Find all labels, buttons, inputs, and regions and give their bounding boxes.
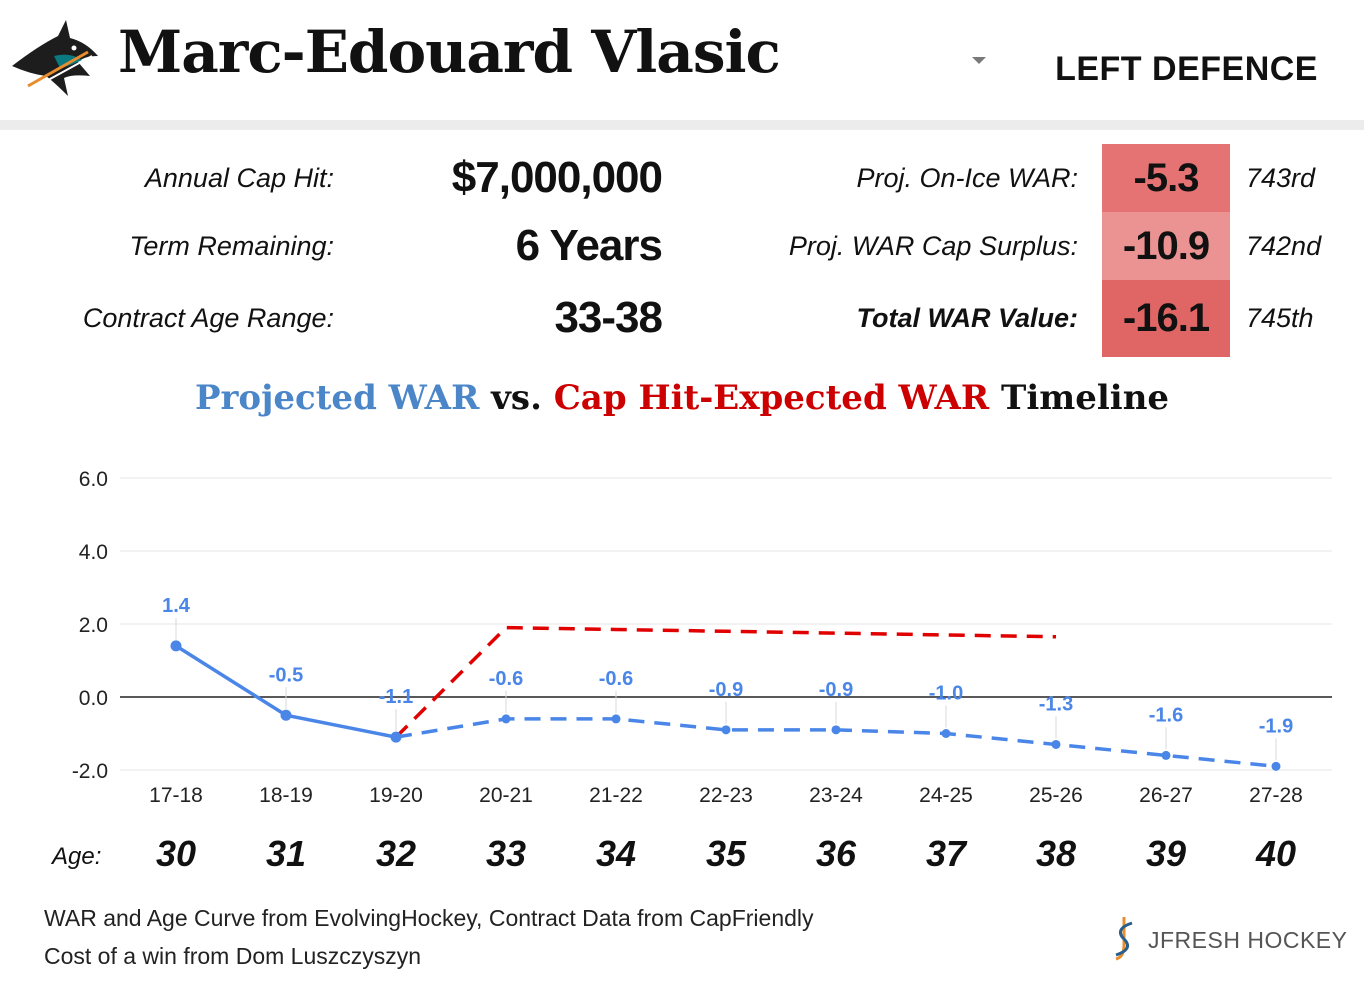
brand-name: JFRESH HOCKEY — [1148, 926, 1348, 953]
age-value: 34 — [595, 833, 637, 874]
on-ice-war-rank: 743rd — [1246, 163, 1316, 193]
war-surplus-label: Proj. WAR Cap Surplus: — [788, 231, 1078, 261]
projected-war-data-label: -0.5 — [269, 664, 303, 686]
age-value: 32 — [375, 833, 417, 874]
caret-down-icon[interactable] — [970, 54, 988, 66]
war-timeline-chart: 6.0 4.0 2.0 0.0 -2.0 17-18 18-19 19-20 20-21 21-2… — [72, 468, 1332, 807]
projected-war-point — [1051, 739, 1061, 749]
total-war-label: Total WAR Value: — [856, 303, 1078, 333]
x-tick-label: 24-25 — [919, 784, 973, 807]
y-tick-label: 2.0 — [79, 614, 108, 637]
x-tick-label: 22-23 — [699, 784, 753, 807]
projected-war-data-label: -1.0 — [929, 683, 963, 705]
header: Marc-Edouard Vlasic LEFT DEFENCE — [0, 0, 1364, 120]
age-value: 39 — [1145, 833, 1187, 874]
projected-war-data-label: -1.3 — [1039, 693, 1073, 715]
cap-hit-value: $7,000,000 — [451, 153, 663, 202]
expected-war-line — [394, 625, 1057, 739]
chart-title: Projected WAR vs. Cap Hit-Expected WAR T… — [0, 378, 1364, 418]
projected-war-point — [1271, 761, 1281, 771]
projected-war-data-label: 1.4 — [162, 595, 191, 617]
player-name: Marc-Edouard Vlasic — [118, 18, 781, 86]
player-position: LEFT DEFENCE — [1055, 50, 1318, 88]
x-tick-label: 20-21 — [479, 784, 533, 807]
projected-war-point — [280, 709, 292, 721]
y-tick-label: 6.0 — [79, 468, 108, 491]
x-tick-label: 23-24 — [809, 784, 863, 807]
projected-war-point — [941, 729, 951, 738]
sharks-logo-icon — [12, 20, 98, 96]
x-tick-label: 25-26 — [1029, 784, 1083, 807]
projected-war-data-label: -1.1 — [379, 686, 413, 708]
credit-line-2: Cost of a win from Dom Luszczyszyn — [44, 943, 422, 969]
chart-title-suffix: Timeline — [989, 378, 1170, 418]
x-tick-label: 19-20 — [369, 784, 423, 807]
age-value: 36 — [815, 833, 857, 874]
projected-war-point — [721, 725, 731, 735]
y-tick-label: 4.0 — [79, 541, 108, 564]
chart-title-expected: Cap Hit-Expected WAR — [553, 378, 990, 418]
total-war-value: -16.1 — [1102, 280, 1230, 357]
credit-line-1: WAR and Age Curve from EvolvingHockey, C… — [44, 905, 814, 931]
projected-war-data-label: -1.6 — [1149, 704, 1183, 726]
x-tick-label: 21-22 — [589, 784, 643, 807]
age-value: 30 — [155, 833, 197, 874]
age-value: 35 — [705, 833, 747, 874]
cap-hit-label: Annual Cap Hit: — [144, 163, 334, 193]
projected-war-data-label: -0.6 — [489, 668, 523, 690]
header-divider — [0, 120, 1364, 130]
age-value: 38 — [1035, 833, 1077, 874]
term-label: Term Remaining: — [129, 231, 334, 261]
projected-war-point — [501, 714, 511, 724]
x-tick-label: 18-19 — [259, 784, 313, 807]
projected-war-point — [1161, 750, 1171, 760]
x-tick-label: 26-27 — [1139, 784, 1193, 807]
on-ice-war-label: Proj. On-Ice WAR: — [856, 163, 1078, 193]
age-value: 40 — [1255, 833, 1297, 874]
age-range-label: Contract Age Range: — [82, 303, 334, 333]
war-surplus-value: -10.9 — [1102, 212, 1230, 280]
age-row-label: Age: — [52, 843, 102, 870]
projected-war-data-label: -1.9 — [1259, 715, 1293, 737]
war-surplus-rank: 742nd — [1246, 231, 1322, 261]
age-range-value: 33-38 — [554, 293, 663, 342]
projected-war-point — [831, 725, 841, 735]
y-tick-label: 0.0 — [79, 687, 108, 710]
x-tick-label: 27-28 — [1249, 784, 1303, 807]
age-value: 31 — [265, 833, 307, 874]
chart-title-projected: Projected WAR — [194, 378, 480, 418]
projected-war-point — [611, 714, 621, 724]
on-ice-war-value: -5.3 — [1102, 144, 1230, 212]
x-tick-label: 17-18 — [149, 784, 203, 807]
jfresh-logo-icon — [1115, 917, 1133, 961]
age-value: 33 — [485, 833, 527, 874]
term-value: 6 Years — [515, 221, 663, 270]
projected-war-data-label: -0.9 — [819, 679, 853, 701]
y-tick-label: -2.0 — [72, 760, 108, 783]
total-war-rank: 745th — [1246, 303, 1314, 333]
projected-war-data-label: -0.9 — [709, 679, 743, 701]
chart-title-vs: vs. — [479, 378, 554, 418]
brand[interactable]: JFRESH HOCKEY — [1110, 914, 1347, 966]
age-value: 37 — [925, 833, 967, 874]
projected-war-data-label: -0.6 — [599, 668, 633, 690]
projected-war-point — [390, 731, 402, 743]
projected-war-point — [170, 640, 182, 652]
